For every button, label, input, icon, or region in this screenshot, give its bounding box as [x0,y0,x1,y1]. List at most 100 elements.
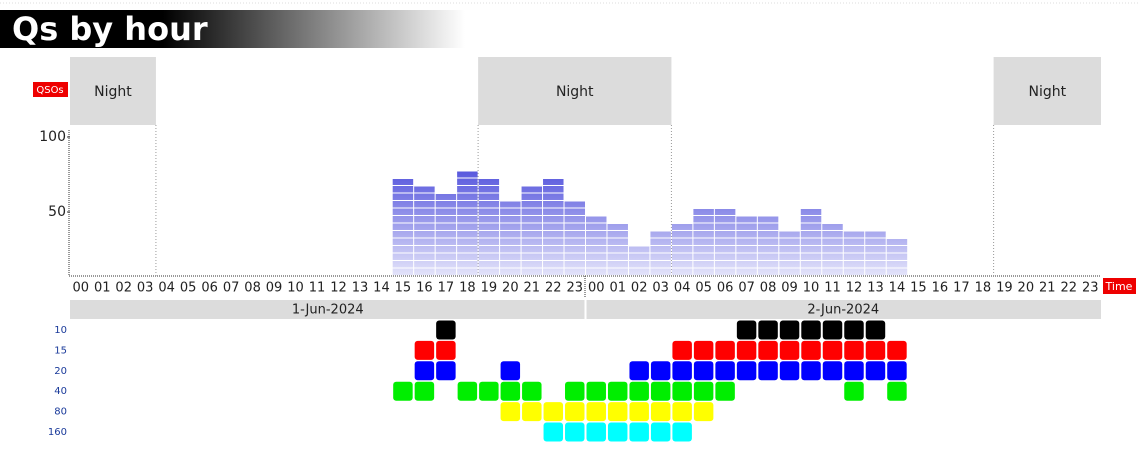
bar [457,171,478,276]
band-label: 160 [48,427,67,438]
bar [564,201,585,276]
band-label: 40 [54,386,67,397]
band-cell [629,361,649,381]
band-cell [844,361,864,381]
bar [628,246,650,276]
x-tick-label: 08 [244,281,261,296]
x-tick-label: 10 [803,281,820,296]
band-cell [436,361,456,381]
x-tick-label: 00 [72,281,89,296]
x-tick-label: 16 [932,281,949,296]
band-cell [887,361,907,381]
x-tick-label: 18 [459,281,476,296]
bar [478,179,500,276]
x-tick-label: 21 [1039,281,1056,296]
date-label: 2-Jun-2024 [807,303,879,318]
x-tick-label: 22 [545,281,562,296]
bar [500,201,521,276]
band-cell [543,402,564,422]
x-tick-label: 20 [502,281,519,296]
band-cell [414,340,435,360]
night-label: Night [556,84,594,100]
band-cell [672,422,692,442]
night-band [70,57,156,125]
band-cell [758,340,778,360]
bar [543,179,564,276]
band-cell [736,361,757,381]
x-tick-label: 09 [266,281,283,296]
band-cell [607,381,628,401]
bar [693,209,714,276]
night-band [993,57,1101,125]
x-tick-label: 11 [824,281,841,296]
x-tick-label: 17 [953,281,970,296]
band-cell [693,381,714,401]
x-tick-label: 17 [438,281,455,296]
band-cell [650,402,671,422]
band-label: 20 [54,366,67,377]
x-tick-label: 12 [846,281,863,296]
x-tick-label: 03 [137,281,154,296]
bar [757,216,779,276]
x-tick-label: 15 [910,281,927,296]
band-cell [672,361,692,381]
bar [671,224,693,276]
band-cell [565,402,585,422]
bar [800,209,822,276]
x-tick-label: 13 [352,281,369,296]
night-band [478,57,672,125]
y-tick-label: 50 [48,204,66,220]
x-tick-label: 02 [631,281,648,296]
band-cell [758,361,778,381]
band-label: 15 [54,345,67,356]
band-cell [522,402,542,422]
bar [392,179,414,276]
title-banner: Qs by hour [0,10,465,48]
band-cell [865,361,886,381]
x-tick-label: 10 [287,281,304,296]
band-cell [844,320,864,340]
band-cell [822,361,843,381]
band-cell [479,381,499,401]
band-cell [457,381,478,401]
x-tick-label: 06 [201,281,218,296]
bar [714,209,736,276]
bar [414,186,435,276]
x-tick-label: 05 [695,281,712,296]
bar [586,216,607,276]
band-cell [586,422,606,442]
band-cell [715,361,735,381]
band-cell [607,402,628,422]
x-tick-label: 07 [223,281,240,296]
band-cell [672,340,692,360]
band-cell [650,422,671,442]
band-cell [629,402,649,422]
x-tick-label: 01 [609,281,626,296]
band-cell [607,422,628,442]
x-tick-label: 22 [1061,281,1078,296]
band-cell [586,402,606,422]
bar [865,231,886,276]
band-cell [715,340,735,360]
x-tick-label: 11 [309,281,326,296]
bar [607,224,628,276]
bar [843,231,865,276]
band-label: 80 [54,407,67,418]
band-cell [844,381,864,401]
x-axis-label: Time [1105,280,1133,293]
x-tick-label: 15 [395,281,412,296]
y-axis-label: QSOs [36,85,63,96]
x-tick-label: 01 [94,281,111,296]
x-tick-label: 08 [760,281,777,296]
band-cell [629,422,649,442]
x-tick-label: 23 [566,281,583,296]
y-label-box [33,82,68,97]
x-label-box [1103,278,1136,294]
x-tick-label: 19 [996,281,1013,296]
band-cell [887,340,907,360]
chart-title: Qs by hour [12,10,208,48]
x-tick-label: 03 [652,281,669,296]
x-tick-label: 04 [674,281,691,296]
